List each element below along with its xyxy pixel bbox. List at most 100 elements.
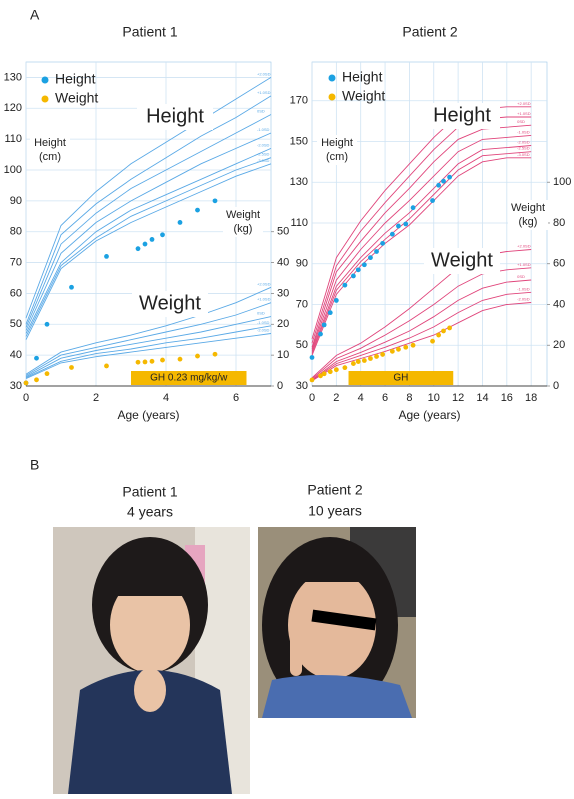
data-point — [430, 198, 435, 203]
x-tick-label: 0 — [23, 392, 29, 404]
x-tick-label: 10 — [428, 392, 440, 404]
data-point — [136, 246, 141, 251]
x-tick-label: 4 — [163, 392, 169, 404]
curve-label: +1.0SD — [517, 262, 531, 267]
axis-label: Weight — [226, 209, 260, 221]
curve-label: +1.0SD — [517, 111, 531, 116]
x-tick-label: 2 — [93, 392, 99, 404]
data-point — [342, 283, 347, 288]
y-tick-label: 50 — [296, 339, 308, 351]
curve-label: -1.0SD — [517, 286, 530, 291]
y2-tick-label: 20 — [553, 339, 565, 351]
y2-tick-label: 0 — [553, 380, 559, 392]
y2-tick-label: 80 — [553, 217, 565, 229]
axis-label: (cm) — [39, 151, 61, 163]
curve-label: -2.0SD — [517, 140, 530, 145]
legend-label: Height — [55, 71, 96, 87]
x-tick-label: 0 — [309, 392, 315, 404]
curve-label: -2.0SD — [257, 328, 270, 333]
curve-label: -3.0SD — [517, 152, 530, 157]
y-tick-label: 30 — [10, 380, 22, 392]
legend-marker — [329, 75, 336, 82]
curve-label: -1.0SD — [517, 129, 530, 134]
data-point — [178, 357, 183, 362]
legend-label: Height — [342, 69, 383, 85]
data-point — [310, 355, 315, 360]
data-point — [351, 361, 356, 366]
data-point — [396, 224, 401, 229]
annotation: Weight — [139, 292, 201, 314]
y-tick-label: 80 — [10, 226, 22, 238]
data-point — [374, 354, 379, 359]
curve-label: -1.0SD — [257, 127, 270, 132]
data-point — [441, 329, 446, 334]
curve-label: -2.5SD — [517, 146, 530, 151]
data-point — [334, 367, 339, 372]
curve-label: 0SD — [517, 119, 525, 124]
curve-label: 0SD — [517, 274, 525, 279]
data-point — [436, 333, 441, 338]
x-tick-label: 12 — [452, 392, 464, 404]
data-point — [150, 237, 155, 242]
data-point — [447, 326, 452, 331]
photo-caption: 4 years — [127, 504, 173, 520]
y-tick-label: 90 — [296, 258, 308, 270]
y-tick-label: 90 — [10, 195, 22, 207]
y2-tick-label: 30 — [277, 287, 289, 299]
legend-marker — [329, 94, 336, 101]
data-point — [45, 371, 50, 376]
y-tick-label: 70 — [10, 256, 22, 268]
axis-label: (kg) — [234, 223, 253, 235]
y-tick-label: 120 — [4, 102, 22, 114]
x-axis-label: Age (years) — [117, 408, 179, 422]
data-point — [441, 179, 446, 184]
data-point — [356, 359, 361, 364]
data-point — [430, 339, 435, 344]
photo-caption: Patient 1 — [122, 484, 177, 500]
curve-label: +2.0SD — [517, 101, 531, 106]
curve-label: -2.0SD — [257, 142, 270, 147]
y-tick-label: 40 — [10, 349, 22, 361]
curve-label: +2.0SD — [257, 281, 271, 286]
data-point — [160, 358, 165, 363]
data-point — [143, 360, 148, 365]
data-point — [411, 205, 416, 210]
data-point — [310, 377, 315, 382]
data-point — [362, 358, 367, 363]
data-point — [195, 354, 200, 359]
data-point — [328, 369, 333, 374]
photo — [258, 527, 416, 718]
y-tick-label: 70 — [296, 298, 308, 310]
x-tick-label: 16 — [501, 392, 513, 404]
legend-label: Weight — [55, 90, 98, 106]
panel-label: A — [30, 7, 40, 23]
curve-label: -3.0SD — [257, 158, 270, 163]
legend-marker — [42, 96, 49, 103]
y2-tick-label: 40 — [553, 298, 565, 310]
data-point — [390, 232, 395, 237]
x-tick-label: 18 — [525, 392, 537, 404]
data-point — [160, 232, 165, 237]
page: A B Patient 1 4 years Patient 2 10 years… — [0, 0, 574, 794]
x-tick-label: 4 — [358, 392, 364, 404]
photo-caption: 10 years — [308, 503, 362, 519]
figure: A B Patient 1 4 years Patient 2 10 years… — [0, 0, 574, 794]
data-point — [390, 349, 395, 354]
curve-label: +2.0SD — [257, 71, 271, 76]
y2-tick-label: 20 — [277, 318, 289, 330]
curve-label: +2.0SD — [517, 244, 531, 249]
data-point — [411, 343, 416, 348]
y2-tick-label: 0 — [277, 380, 283, 392]
photo-caption: Patient 2 — [307, 482, 362, 498]
x-tick-label: 6 — [382, 392, 388, 404]
axis-label: Weight — [511, 202, 545, 214]
y2-tick-label: 40 — [277, 256, 289, 268]
chart-title: Patient 1 — [122, 24, 177, 40]
x-tick-label: 8 — [406, 392, 412, 404]
y2-tick-label: 50 — [277, 226, 289, 238]
data-point — [342, 365, 347, 370]
data-point — [322, 371, 327, 376]
data-point — [69, 285, 74, 290]
y-tick-label: 110 — [4, 133, 22, 145]
data-point — [24, 381, 29, 386]
